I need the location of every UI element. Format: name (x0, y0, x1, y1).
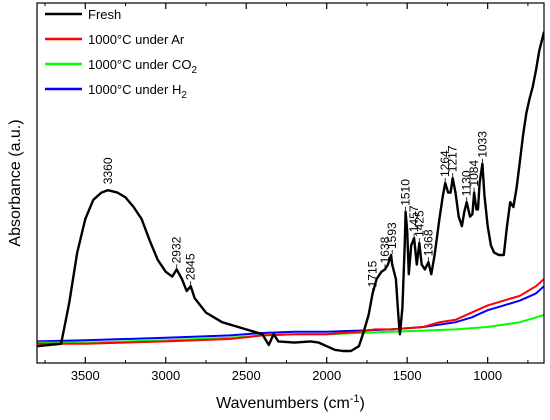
peak-label-1593: 1593 (385, 222, 399, 249)
series-line-2 (37, 314, 544, 344)
series-line-1 (37, 278, 544, 345)
plot-frame (36, 2, 545, 364)
series-layer (37, 31, 544, 353)
x-tick-label-2000: 2000 (312, 368, 341, 383)
peak-label-1033: 1033 (475, 131, 489, 158)
legend-label-1: 1000°C under Ar (88, 32, 185, 47)
peak-label-1368: 1368 (421, 229, 435, 256)
peak-label-3360: 3360 (101, 157, 115, 184)
legend-label-2: 1000°C under CO2 (88, 57, 197, 76)
peak-label-1510: 1510 (399, 179, 413, 206)
x-tick-label-2500: 2500 (232, 368, 261, 383)
legend-label-0: Fresh (88, 7, 121, 22)
peak-label-1264: 1264 (438, 150, 452, 177)
peak-label-1425: 1425 (412, 210, 426, 237)
x-label-tail: ) (360, 395, 365, 412)
series-line-0 (37, 31, 544, 353)
peak-label-1715: 1715 (366, 260, 380, 287)
x-label-sup: -1 (350, 393, 360, 405)
x-axis-label: Wavenumbers (cm-1) (216, 393, 365, 412)
legend-label-3: 1000°C under H2 (88, 82, 187, 101)
peak-label-1084: 1084 (467, 160, 481, 187)
x-label-main: Wavenumbers (cm (216, 395, 350, 412)
peak-label-2932: 2932 (170, 236, 184, 263)
x-tick-label-3000: 3000 (151, 368, 180, 383)
peak-label-1638: 1638 (378, 236, 392, 263)
x-tick-label-1500: 1500 (393, 368, 422, 383)
x-tick-label-1000: 1000 (473, 368, 502, 383)
axes-layer: 3500 3000 2500 2000 1500 1000 (36, 2, 545, 383)
y-axis-label: Absorbance (a.u.) (7, 119, 24, 246)
legend: Fresh 1000°C under Ar 1000°C under CO2 1000… (45, 7, 197, 101)
x-tick-label-3500: 3500 (71, 368, 100, 383)
peak-label-1217: 1217 (446, 145, 460, 172)
peak-label-2845: 2845 (184, 253, 198, 280)
peak-label-1457: 1457 (407, 205, 421, 232)
peak-label-1130: 1130 (460, 170, 474, 196)
